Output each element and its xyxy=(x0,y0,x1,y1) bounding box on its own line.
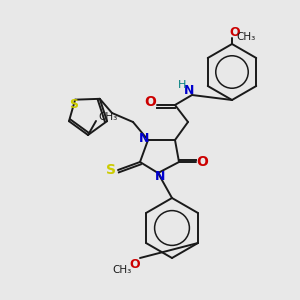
Text: N: N xyxy=(184,83,194,97)
Text: CH₃: CH₃ xyxy=(236,32,256,42)
Text: S: S xyxy=(106,163,116,177)
Text: N: N xyxy=(155,169,165,182)
Text: S: S xyxy=(69,98,78,111)
Text: CH₃: CH₃ xyxy=(112,265,132,275)
Text: H: H xyxy=(178,80,186,90)
Text: O: O xyxy=(144,95,156,109)
Text: O: O xyxy=(196,155,208,169)
Text: N: N xyxy=(139,133,149,146)
Text: O: O xyxy=(230,26,240,40)
Text: O: O xyxy=(130,257,140,271)
Text: CH₃: CH₃ xyxy=(98,112,118,122)
